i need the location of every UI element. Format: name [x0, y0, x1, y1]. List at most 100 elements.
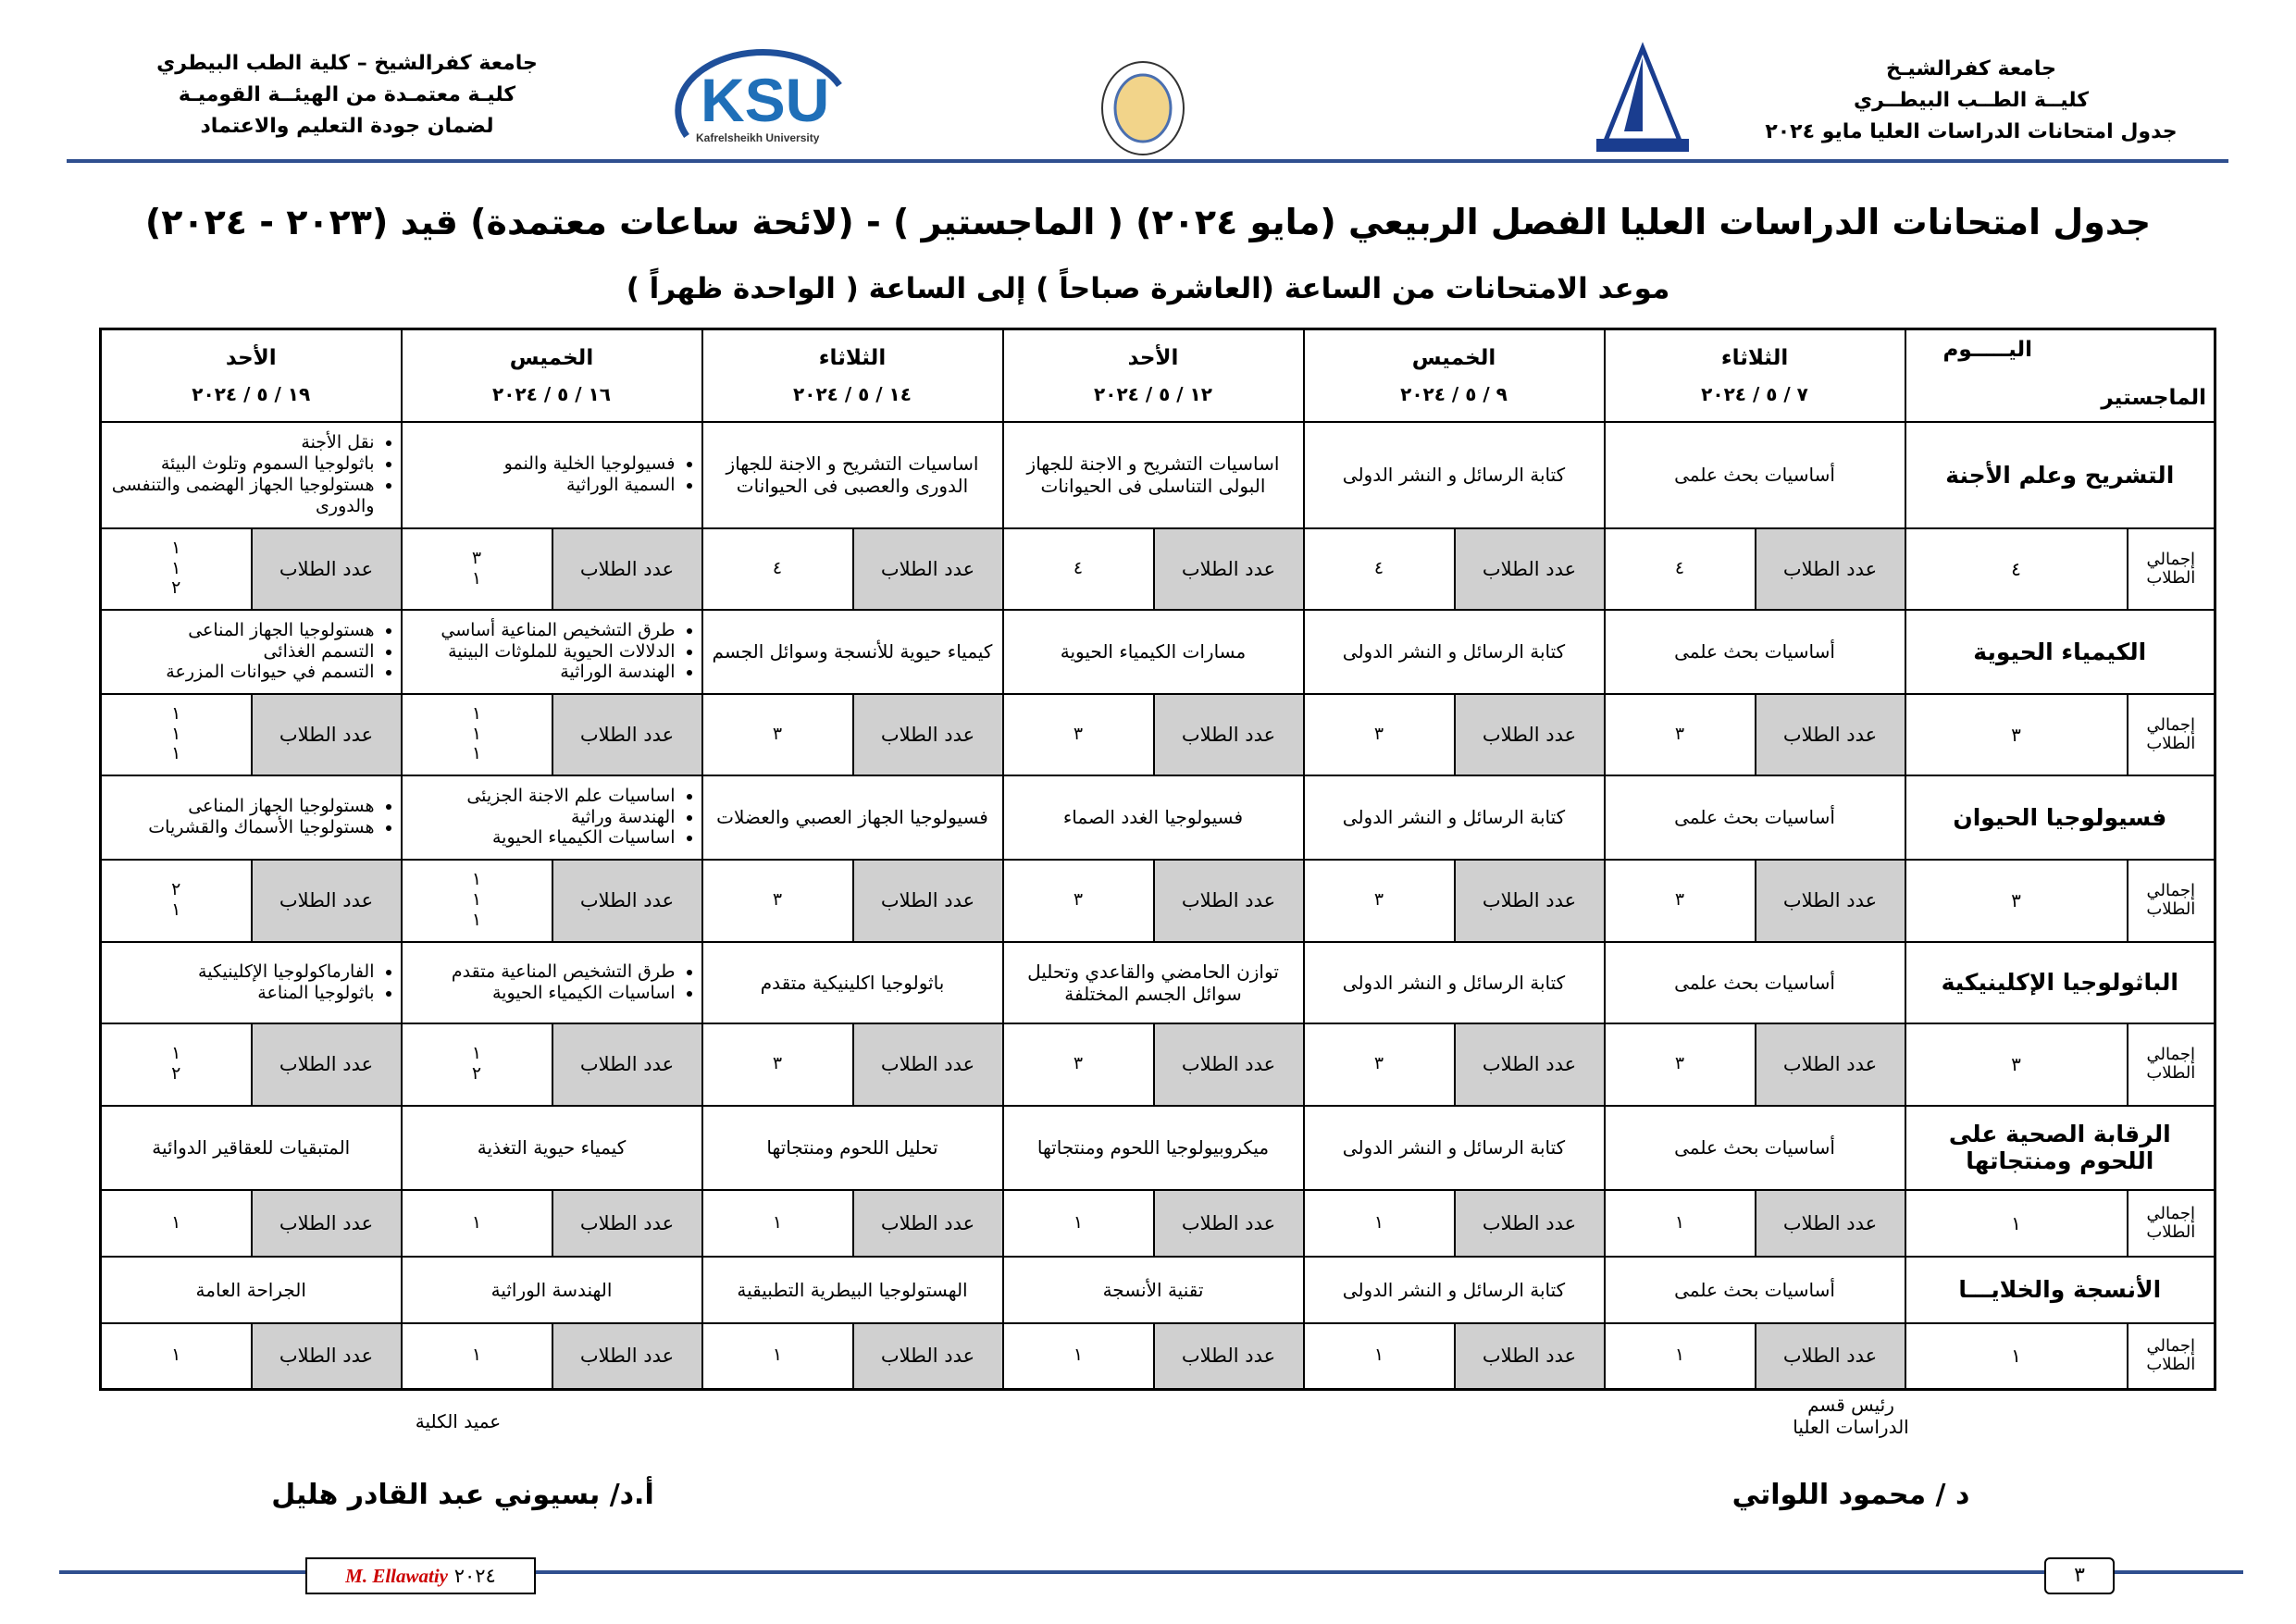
count-value: ١ [171, 702, 181, 724]
count-value: ١ [471, 869, 482, 890]
count-value: ١ [471, 909, 482, 930]
exam-item: باثولوجيا السموم وتلوث البيئة [107, 453, 375, 475]
exam-item: اساسيات الكيمياء الحيوية [408, 827, 676, 849]
count-row: إجمالي الطلاب ٤ عدد الطلاب ٤ عدد الطلاب ٤ عدد … [99, 527, 2216, 611]
header-rule [67, 159, 2228, 163]
exam-item: التسمم في حيوانات المزرعة [107, 662, 374, 683]
exam-item: هستولوجيا الأسماك والقشريات [107, 817, 374, 838]
count-value: ٣ [772, 889, 783, 911]
count-row: إجمالي الطلاب ٣ عدد الطلاب ٣ عدد الطلاب ٣ عدد … [99, 692, 2216, 776]
exam-row: الباثولوجيا الإكلينيكية أساسيات بحث علمى ك… [99, 940, 2216, 1024]
program-name: الرقابة الصحية على اللحوم ومنتجاتها [1904, 1104, 2216, 1191]
day-header: الثلاثاء ٧ / ٥ / ٢٠٢٤ [1603, 328, 1906, 423]
exam-item: هستولوجيا الجهاز المناعى [107, 796, 374, 817]
exam-cell: أساسيات بحث علمى [1603, 608, 1906, 695]
exam-list: هستولوجيا الجهاز المناعىهستولوجيا الأسما… [107, 796, 395, 838]
signature-right: رئيس قسم الدراسات العليا [1758, 1394, 1943, 1438]
count-cell: ٣ [701, 1022, 854, 1107]
count-cell: ٣ [1302, 692, 1456, 776]
count-label: عدد الطلاب [1152, 1321, 1305, 1391]
corner-day: اليـــــوم [1942, 338, 2033, 362]
count-value: ٢ [171, 879, 181, 900]
exam-item: نقل الأجنة [107, 432, 374, 453]
program-name: الأنسجة والخلايـــا [1904, 1255, 2216, 1324]
exam-cell: تقنية الأنسجة [1001, 1255, 1305, 1324]
count-label: عدد الطلاب [1453, 1022, 1606, 1107]
count-value: ١ [171, 899, 181, 920]
count-row: إجمالي الطلاب ٣ عدد الطلاب ٣ عدد الطلاب ٣ عدد … [99, 1022, 2216, 1107]
exam-cell: فسيولوجيا الخلية والنموالسمية الوراثية [400, 420, 703, 529]
day-date: ٩ / ٥ / ٢٠٢٤ [1400, 383, 1508, 406]
count-value: ٣ [1373, 723, 1384, 744]
exam-item: التسمم الغذائى [107, 641, 374, 663]
count-cell: ٤ [1001, 527, 1155, 611]
exam-cell: اساسيات التشريح و الاجنة للجهاز البولى ا… [1001, 420, 1305, 529]
exam-cell: كتابة الرسائل و النشر الدولى [1302, 940, 1606, 1024]
count-value: ٣ [1674, 889, 1685, 911]
logo-text: KSU [701, 66, 830, 134]
total-label: إجمالي الطلاب [2126, 1321, 2216, 1391]
header-line: كليــة الطــب البيطــري [1853, 89, 2090, 113]
exam-row: الكيمياء الحيوية أساسيات بحث علمى كتابة ال… [99, 608, 2216, 695]
exam-cell: الجراحة العامة [99, 1255, 403, 1324]
count-value: ١ [1373, 1211, 1384, 1233]
exam-cell: الفارماكولوجيا الإكلينيكيةباثولوجيا المن… [99, 940, 403, 1024]
exam-item: طرق التشخيص المناعية أساسي [408, 620, 675, 641]
count-label: عدد الطلاب [551, 1022, 703, 1107]
count-cell: ١ [1302, 1321, 1456, 1391]
count-value: ١ [1674, 1211, 1685, 1233]
exam-row: فسيولوجيا الحيوان أساسيات بحث علمى كتابة ا… [99, 774, 2216, 861]
count-label: عدد الطلاب [851, 692, 1004, 776]
count-cell: ٣ [1603, 858, 1756, 943]
exam-item: هستولوجيا الجهاز المناعى [107, 620, 374, 641]
count-label: عدد الطلاب [1754, 1188, 1906, 1258]
count-label: عدد الطلاب [551, 692, 703, 776]
count-value: ١ [471, 1211, 482, 1233]
day-name: الخميس [1411, 346, 1496, 371]
count-value: ١ [1674, 1345, 1685, 1366]
count-cell: ١ [400, 1321, 553, 1391]
count-label: عدد الطلاب [851, 1321, 1004, 1391]
total-label: إجمالي الطلاب [2126, 692, 2216, 776]
total-count: ٣ [1904, 858, 2128, 943]
count-label: عدد الطلاب [1453, 692, 1606, 776]
exam-row: الرقابة الصحية على اللحوم ومنتجاتها أساسي… [99, 1104, 2216, 1191]
count-cell: ٣ [1001, 692, 1155, 776]
header-row: اليـــــوم الماجستير الثلاثاء ٧ / ٥ / ٢٠٢٤ ا… [99, 328, 2216, 423]
count-value: ١ [171, 723, 181, 744]
count-value: ٢ [471, 1063, 482, 1084]
header-line: كليـة معتمـدة من الهيئــة القوميـة [178, 83, 516, 107]
exam-item: السمية الوراثية [408, 475, 676, 496]
count-label: عدد الطلاب [1754, 1022, 1906, 1107]
day-date: ٧ / ٥ / ٢٠٢٤ [1701, 383, 1808, 406]
count-label: عدد الطلاب [1152, 1188, 1305, 1258]
day-name: الثلاثاء [818, 346, 887, 371]
exam-item: اساسيات علم الاجنة الجزيئى [408, 786, 675, 807]
corner-cell: اليـــــوم الماجستير [1904, 328, 2216, 423]
total-count: ٤ [1904, 527, 2128, 611]
count-cell: ٣ [1302, 1022, 1456, 1107]
total-count: ٣ [1904, 692, 2128, 776]
day-header: الخميس ١٦ / ٥ / ٢٠٢٤ [400, 328, 703, 423]
footer-box: M. Ellawatiy ٢٠٢٤ [305, 1557, 536, 1594]
exam-cell: طرق التشخيص المناعية متقدماساسيات الكيمي… [400, 940, 703, 1024]
total-count: ١ [1904, 1188, 2128, 1258]
count-label: عدد الطلاب [250, 527, 403, 611]
total-label: إجمالي الطلاب [2126, 1188, 2216, 1258]
corner-program: الماجستير [2101, 385, 2207, 410]
total-label: إجمالي الطلاب [2126, 1022, 2216, 1107]
count-value: ٤ [1373, 557, 1384, 578]
exam-item: الفارماكولوجيا الإكلينيكية [107, 961, 374, 983]
exam-item: الهندسة وراثية [408, 807, 676, 828]
exam-cell: طرق التشخيص المناعية أساسيالدلالات الحيو… [400, 608, 703, 695]
ksu-arc [675, 48, 842, 139]
day-header: الثلاثاء ١٤ / ٥ / ٢٠٢٤ [701, 328, 1004, 423]
count-label: عدد الطلاب [551, 1321, 703, 1391]
count-cell: ٤ [1603, 527, 1756, 611]
program-name: الباثولوجيا الإكلينيكية [1904, 940, 2216, 1024]
count-cell: ٣ [1302, 858, 1456, 943]
exam-cell: الهستولوجيا البيطرية التطبيقية [701, 1255, 1004, 1324]
count-label: عدد الطلاب [1152, 1022, 1305, 1107]
